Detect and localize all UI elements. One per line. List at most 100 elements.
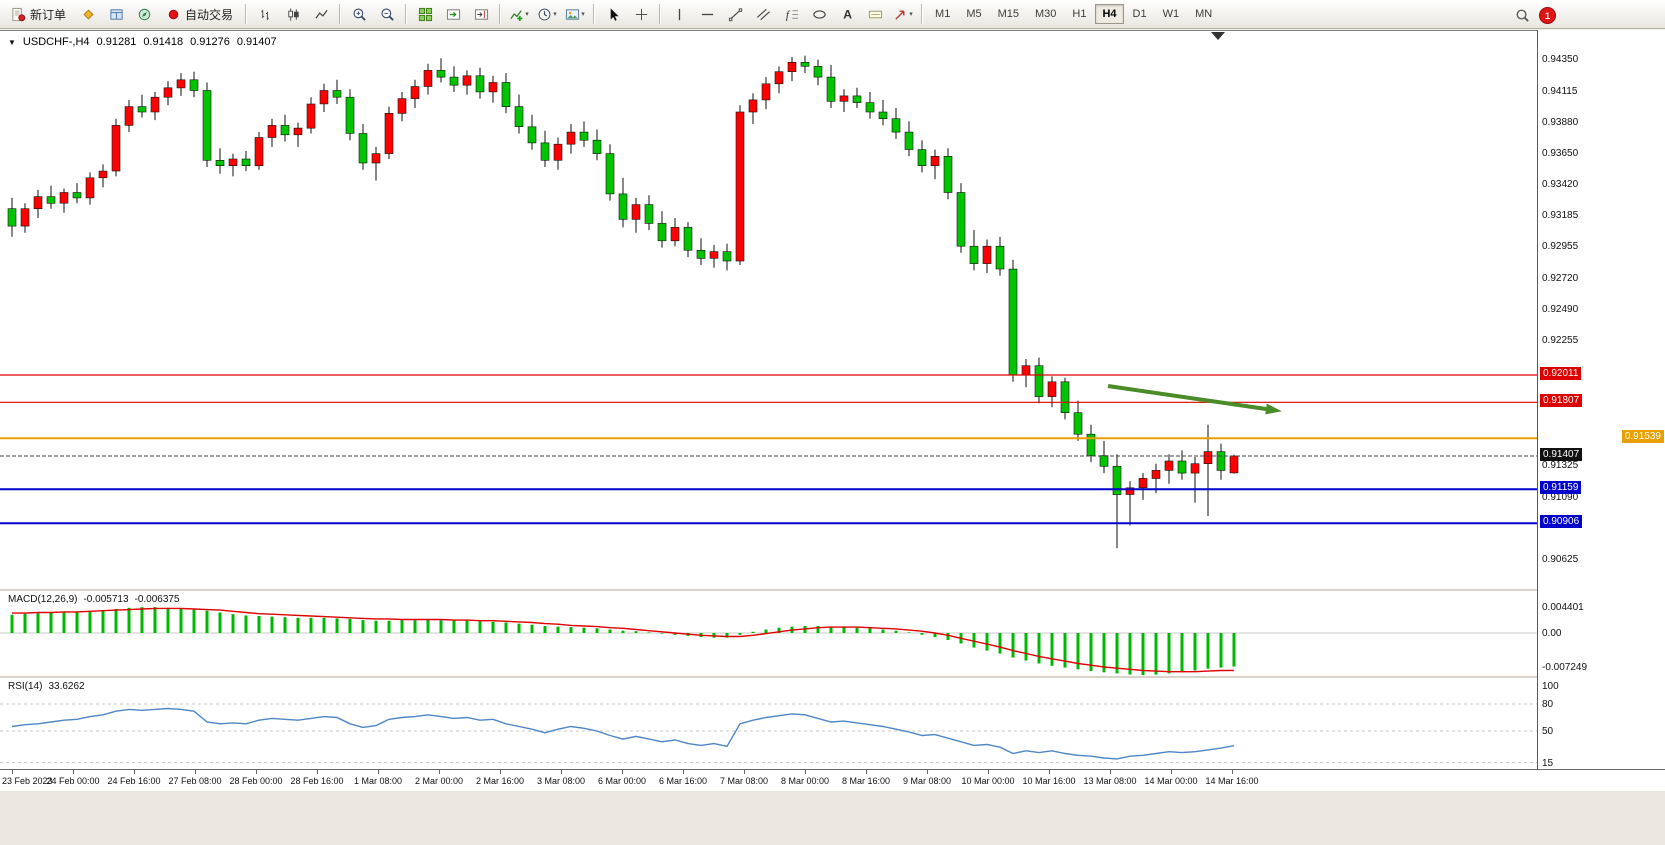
templates-button[interactable]: ▾: [562, 2, 588, 26]
macd-tick: 0.00: [1542, 628, 1562, 639]
vertical-line-button[interactable]: [666, 2, 692, 26]
price-tick: 0.90625: [1542, 554, 1579, 565]
price-tick: 0.93185: [1542, 210, 1579, 221]
timeframe-m15-button[interactable]: M15: [997, 8, 1019, 20]
time-label: 8 Mar 16:00: [841, 776, 891, 786]
candlestick-chart[interactable]: [0, 31, 1537, 589]
toolbar-separator: [405, 4, 408, 24]
timeframe-m5-button[interactable]: M5: [966, 8, 982, 20]
main-chart-panel[interactable]: ▼ USDCHF-,H4 0.91281 0.91418 0.91276 0.9…: [0, 30, 1537, 588]
price-tag: 0.91159: [1540, 481, 1582, 494]
chart-high-value: 0.91418: [143, 36, 184, 48]
fibonacci-button[interactable]: f: [778, 2, 804, 26]
timeframe-h4-button[interactable]: H4: [1095, 4, 1124, 24]
line-chart-icon: [314, 7, 329, 22]
time-tick: [1171, 770, 1172, 774]
price-axis[interactable]: 0.94350 0.94115 0.93880 0.93650 0.93420 0.931…: [1537, 30, 1665, 769]
time-tick: [622, 770, 623, 774]
notification-badge[interactable]: 1: [1539, 7, 1556, 24]
price-tick: 0.93880: [1542, 117, 1579, 128]
horizontal-line-button[interactable]: [694, 2, 720, 26]
price-tick: 0.94350: [1542, 54, 1579, 65]
tile-windows-button[interactable]: [412, 2, 438, 26]
time-tick: [12, 770, 13, 774]
svg-text:f: f: [785, 9, 790, 21]
indicators-button[interactable]: ▾: [506, 2, 532, 26]
zoom-out-button[interactable]: [374, 2, 400, 26]
time-tick: [805, 770, 806, 774]
bar-chart-button[interactable]: [252, 2, 278, 26]
market-watch-button[interactable]: [75, 2, 101, 26]
auto-trading-button[interactable]: 自动交易: [159, 2, 240, 26]
time-tick: [561, 770, 562, 774]
chevron-down-icon: ▾: [525, 11, 529, 18]
timeframe-w1-button[interactable]: W1: [1162, 8, 1180, 20]
timeframes-menu-button[interactable]: ▾: [534, 2, 560, 26]
time-label: 9 Mar 08:00: [902, 776, 952, 786]
trend-arrow: [1107, 384, 1282, 415]
time-axis[interactable]: 23 Feb 2023 24 Feb 00:00 24 Feb 16:00 27 Fe…: [0, 769, 1665, 791]
chart-collapse-icon[interactable]: ▼: [8, 37, 16, 47]
timeframe-m30-button[interactable]: M30: [1035, 8, 1057, 20]
chart-shift-icon: [474, 7, 489, 22]
timeframe-m1-button[interactable]: M1: [935, 8, 951, 20]
chart-shift-button[interactable]: [468, 2, 494, 26]
svg-text:A: A: [843, 7, 852, 21]
new-order-label: 新订单: [30, 7, 67, 22]
macd-histogram: [10, 607, 1236, 675]
macd-panel[interactable]: MACD(12,26,9) -0.005713 -0.006375: [0, 591, 1537, 675]
equidistant-channel-button[interactable]: [750, 2, 776, 26]
data-window-button[interactable]: [103, 2, 129, 26]
timeframe-mn-button[interactable]: MN: [1195, 8, 1213, 20]
chevron-down-icon: ▾: [581, 11, 585, 18]
new-order-button[interactable]: 新订单: [4, 2, 73, 26]
label-tool-button[interactable]: [862, 2, 888, 26]
shapes-button[interactable]: [806, 2, 832, 26]
trendline-icon: [728, 7, 743, 22]
text-tool-icon: A: [840, 7, 855, 22]
trendline-button[interactable]: [722, 2, 748, 26]
chart-symbol-period: USDCHF-,H4: [22, 36, 90, 48]
time-label: 8 Mar 00:00: [780, 776, 830, 786]
cursor-button[interactable]: [600, 2, 626, 26]
time-tick: [134, 770, 135, 774]
price-tick: 0.92255: [1542, 335, 1579, 346]
timeframe-h1-button[interactable]: H1: [1072, 8, 1087, 20]
price-tag: 0.92011: [1540, 367, 1582, 380]
chevron-down-icon: ▾: [909, 11, 913, 18]
zoom-in-button[interactable]: [346, 2, 372, 26]
chart-close-value: 0.91407: [236, 36, 277, 48]
line-chart-button[interactable]: [308, 2, 334, 26]
zoom-out-icon: [380, 7, 395, 22]
tile-windows-icon: [418, 7, 433, 22]
rsi-chart[interactable]: [0, 678, 1537, 769]
time-label: 24 Feb 16:00: [107, 776, 161, 786]
macd-label: MACD(12,26,9): [8, 594, 78, 605]
toolbar-separator: [659, 4, 662, 24]
macd-chart[interactable]: [0, 591, 1537, 675]
candlestick-chart-button[interactable]: [280, 2, 306, 26]
auto-trading-label: 自动交易: [185, 7, 234, 22]
timeframe-d1-button[interactable]: D1: [1132, 8, 1147, 20]
time-label: 28 Feb 00:00: [229, 776, 283, 786]
price-tick: 0.92720: [1542, 273, 1579, 284]
rsi-line: [11, 707, 1235, 760]
text-tool-button[interactable]: A: [834, 2, 860, 26]
chart-shift-marker: [1211, 32, 1225, 40]
rsi-tick: 80: [1542, 699, 1554, 710]
rsi-panel[interactable]: RSI(14) 33.6262: [0, 678, 1537, 769]
crosshair-icon: [634, 7, 649, 22]
horizontal-line-icon: [700, 7, 715, 22]
equidistant-channel-icon: [756, 7, 771, 22]
data-window-icon: [109, 7, 124, 22]
search-button[interactable]: [1509, 3, 1535, 27]
navigator-button[interactable]: [131, 2, 157, 26]
time-tick: [73, 770, 74, 774]
time-label: 27 Feb 08:00: [168, 776, 222, 786]
time-label: 10 Mar 00:00: [961, 776, 1015, 786]
price-tick: 0.91325: [1542, 460, 1579, 471]
chevron-down-icon: ▾: [553, 11, 557, 18]
arrows-button[interactable]: ▾: [890, 2, 916, 26]
auto-scroll-button[interactable]: [440, 2, 466, 26]
crosshair-button[interactable]: [628, 2, 654, 26]
